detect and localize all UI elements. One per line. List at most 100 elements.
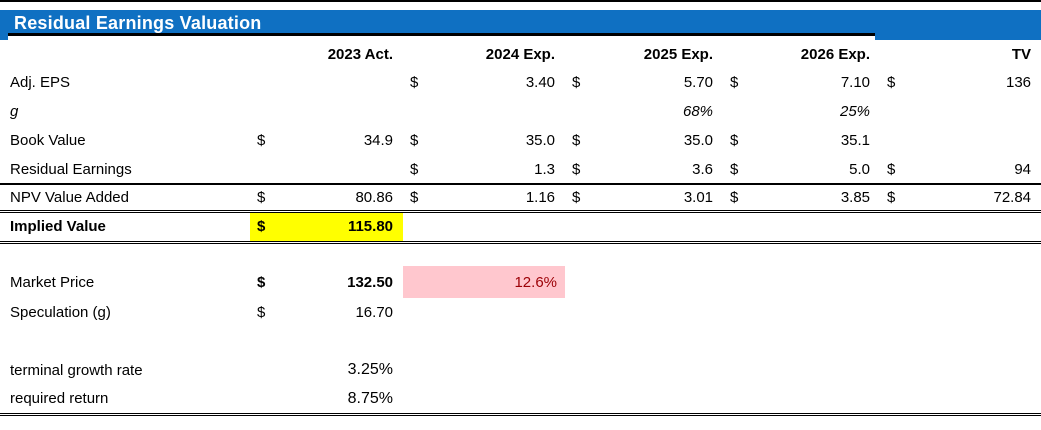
cell-terminal-growth-rate-2026-dollar[interactable] [723, 355, 763, 385]
cell-g-2025[interactable]: 68% [682, 103, 714, 120]
cell-npv-value-added-2024-dollar[interactable]: $ [403, 184, 444, 213]
cell-speculation-g-tv-dollar[interactable] [880, 298, 920, 327]
cell-npv-value-added-2025-dollar[interactable]: $ [565, 184, 606, 213]
cell-g-2026-dollar[interactable] [723, 97, 763, 126]
cell-g-2023[interactable] [290, 97, 403, 126]
cell-adj-eps-2025-dollar[interactable]: $ [572, 74, 581, 91]
column-header-2023[interactable]: 2023 Act. [327, 45, 394, 63]
cell-terminal-growth-rate-2023[interactable]: 3.25% [347, 361, 394, 378]
cell-terminal-growth-rate-tv-dollar[interactable] [880, 355, 920, 385]
cell-required-return-tv-dollar[interactable] [880, 385, 921, 416]
cell-g-tv[interactable] [920, 97, 1041, 126]
column-header-2024[interactable]: 2024 Exp. [485, 45, 556, 63]
cell-g-2024-dollar[interactable] [403, 97, 443, 126]
cell-terminal-growth-rate-2025[interactable] [605, 355, 723, 385]
cell-market-price-2023-dollar[interactable]: $ [257, 273, 266, 291]
cell-market-price-2026-dollar[interactable] [723, 266, 763, 298]
cell-required-return-2025-dollar[interactable] [565, 385, 606, 416]
cell-implied-value-2024[interactable] [443, 211, 566, 244]
row-label-implied-value[interactable]: Implied Value [0, 211, 250, 244]
cell-speculation-g-2026-dollar[interactable] [723, 298, 763, 327]
cell-speculation-g-2024-dollar[interactable] [403, 298, 443, 327]
cell-speculation-g-tv[interactable] [920, 298, 1041, 327]
cell-adj-eps-2025[interactable]: 5.70 [683, 74, 714, 91]
row-label-residual-earnings[interactable]: Residual Earnings [0, 155, 250, 185]
cell-npv-value-added-2023-dollar[interactable]: $ [250, 184, 290, 213]
cell-implied-value-2026[interactable] [763, 211, 881, 244]
cell-speculation-g-2023-dollar[interactable]: $ [257, 304, 266, 321]
cell-book-value-2024[interactable]: 35.0 [525, 132, 556, 149]
cell-market-price-tv[interactable] [920, 266, 1041, 298]
cell-market-price-2025[interactable] [605, 266, 723, 298]
cell-required-return-2026-dollar[interactable] [723, 385, 764, 416]
cell-residual-earnings-2023[interactable] [290, 155, 404, 185]
cell-terminal-growth-rate-2025-dollar[interactable] [565, 355, 605, 385]
cell-npv-value-added-2023[interactable]: 80.86 [290, 184, 404, 213]
cell-book-value-2024-dollar[interactable]: $ [410, 132, 419, 149]
cell-required-return-2024[interactable] [443, 385, 566, 416]
cell-book-value-2026-dollar[interactable]: $ [730, 132, 739, 149]
cell-npv-value-added-2026-dollar[interactable]: $ [723, 184, 764, 213]
cell-required-return-tv[interactable] [920, 385, 1041, 416]
cell-residual-earnings-2025-dollar[interactable]: $ [565, 155, 606, 185]
cell-speculation-g-2026[interactable] [763, 298, 880, 327]
cell-terminal-growth-rate-2023-dollar[interactable] [250, 355, 290, 385]
cell-speculation-g-2023[interactable]: 16.70 [355, 304, 394, 321]
cell-npv-value-added-tv-dollar[interactable]: $ [880, 184, 921, 213]
cell-residual-earnings-2025[interactable]: 3.6 [605, 155, 724, 185]
cell-required-return-2023[interactable]: 8.75% [290, 385, 404, 416]
cell-adj-eps-2026-dollar[interactable]: $ [730, 74, 739, 91]
row-label-g[interactable]: g [10, 103, 19, 120]
row-label-speculation-g[interactable]: Speculation (g) [10, 304, 111, 321]
cell-terminal-growth-rate-2024[interactable] [443, 355, 565, 385]
cell-terminal-growth-rate-2026[interactable] [763, 355, 880, 385]
cell-npv-value-added-tv[interactable]: 72.84 [920, 184, 1041, 213]
cell-g-2025-dollar[interactable] [565, 97, 605, 126]
cell-adj-eps-2026[interactable]: 7.10 [840, 74, 871, 91]
cell-required-return-2025[interactable] [605, 385, 724, 416]
cell-g-2024[interactable] [443, 97, 565, 126]
cell-residual-earnings-tv[interactable]: 94 [920, 155, 1041, 185]
cell-implied-value-2026-dollar[interactable] [723, 211, 764, 244]
cell-required-return-2023-dollar[interactable] [250, 385, 290, 416]
cell-residual-earnings-2024[interactable]: 1.3 [443, 155, 566, 185]
cell-adj-eps-2024[interactable]: 3.40 [525, 74, 556, 91]
cell-book-value-2025-dollar[interactable]: $ [572, 132, 581, 149]
cell-npv-value-added-2026[interactable]: 3.85 [763, 184, 881, 213]
cell-g-tv-dollar[interactable] [880, 97, 920, 126]
cell-implied-value-2025[interactable] [605, 211, 724, 244]
cell-residual-earnings-2023-dollar[interactable] [250, 155, 290, 185]
cell-speculation-g-2024[interactable] [443, 298, 565, 327]
row-label-terminal-growth-rate[interactable]: terminal growth rate [10, 361, 143, 379]
cell-adj-eps-tv[interactable]: 136 [1006, 74, 1032, 91]
cell-terminal-growth-rate-2024-dollar[interactable] [403, 355, 443, 385]
cell-implied-value-2023[interactable]: 115.80 [290, 211, 404, 244]
cell-speculation-g-2025[interactable] [605, 298, 723, 327]
cell-implied-value-tv[interactable] [920, 211, 1041, 244]
cell-book-value-2023[interactable]: 34.9 [363, 132, 394, 149]
cell-book-value-tv-dollar[interactable] [880, 126, 920, 155]
cell-market-price-2025-dollar[interactable] [565, 266, 605, 298]
cell-residual-earnings-2024-dollar[interactable]: $ [403, 155, 444, 185]
cell-implied-value-2025-dollar[interactable] [565, 211, 606, 244]
column-header-2025[interactable]: 2025 Exp. [643, 45, 714, 63]
cell-required-return-2026[interactable] [763, 385, 881, 416]
cell-market-price-2026[interactable] [763, 266, 880, 298]
cell-g-2026[interactable]: 25% [839, 103, 871, 120]
cell-market-price-2024[interactable]: 12.6% [403, 266, 566, 298]
cell-market-price-tv-dollar[interactable] [880, 266, 920, 298]
cell-adj-eps-2023[interactable] [290, 68, 403, 97]
cell-residual-earnings-2026[interactable]: 5.0 [763, 155, 881, 185]
cell-npv-value-added-2025[interactable]: 3.01 [605, 184, 724, 213]
cell-adj-eps-2024-dollar[interactable]: $ [410, 74, 419, 91]
cell-adj-eps-tv-dollar[interactable]: $ [887, 74, 896, 91]
cell-g-2023-dollar[interactable] [250, 97, 290, 126]
cell-implied-value-2024-dollar[interactable] [403, 211, 444, 244]
cell-market-price-2023[interactable]: 132.50 [347, 273, 394, 291]
cell-npv-value-added-2024[interactable]: 1.16 [443, 184, 566, 213]
row-label-book-value[interactable]: Book Value [10, 132, 86, 149]
cell-book-value-2023-dollar[interactable]: $ [257, 132, 266, 149]
cell-implied-value-tv-dollar[interactable] [880, 211, 921, 244]
row-label-required-return[interactable]: required return [0, 385, 250, 416]
cell-residual-earnings-2026-dollar[interactable]: $ [723, 155, 764, 185]
